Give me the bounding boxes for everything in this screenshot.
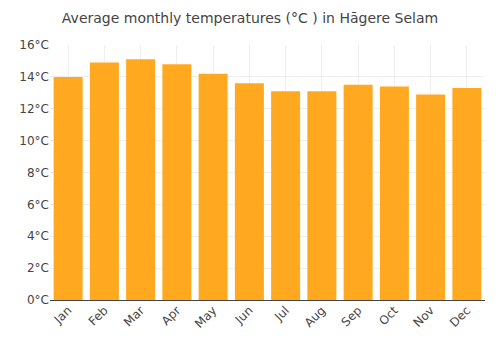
svg-text:Dec: Dec — [447, 303, 473, 329]
svg-text:Average monthly temperatures (: Average monthly temperatures (°C ) in Hā… — [62, 10, 438, 26]
svg-text:4°C: 4°C — [27, 229, 49, 243]
svg-text:12°C: 12°C — [19, 102, 49, 116]
svg-text:Apr: Apr — [159, 303, 184, 328]
svg-text:0°C: 0°C — [27, 293, 49, 307]
svg-text:14°C: 14°C — [19, 70, 49, 84]
svg-text:6°C: 6°C — [27, 198, 49, 212]
svg-text:May: May — [192, 303, 219, 330]
svg-text:Mar: Mar — [121, 303, 147, 329]
svg-text:Sep: Sep — [339, 303, 365, 329]
svg-text:Oct: Oct — [376, 303, 401, 328]
svg-text:16°C: 16°C — [19, 38, 49, 52]
svg-text:Jul: Jul — [271, 303, 292, 324]
svg-text:Aug: Aug — [302, 303, 328, 329]
svg-text:10°C: 10°C — [19, 134, 49, 148]
svg-text:Nov: Nov — [411, 303, 437, 329]
svg-text:Jan: Jan — [51, 303, 75, 327]
svg-text:Feb: Feb — [86, 303, 111, 328]
svg-text:2°C: 2°C — [27, 261, 49, 275]
svg-text:Jun: Jun — [232, 303, 256, 327]
svg-text:8°C: 8°C — [27, 166, 49, 180]
